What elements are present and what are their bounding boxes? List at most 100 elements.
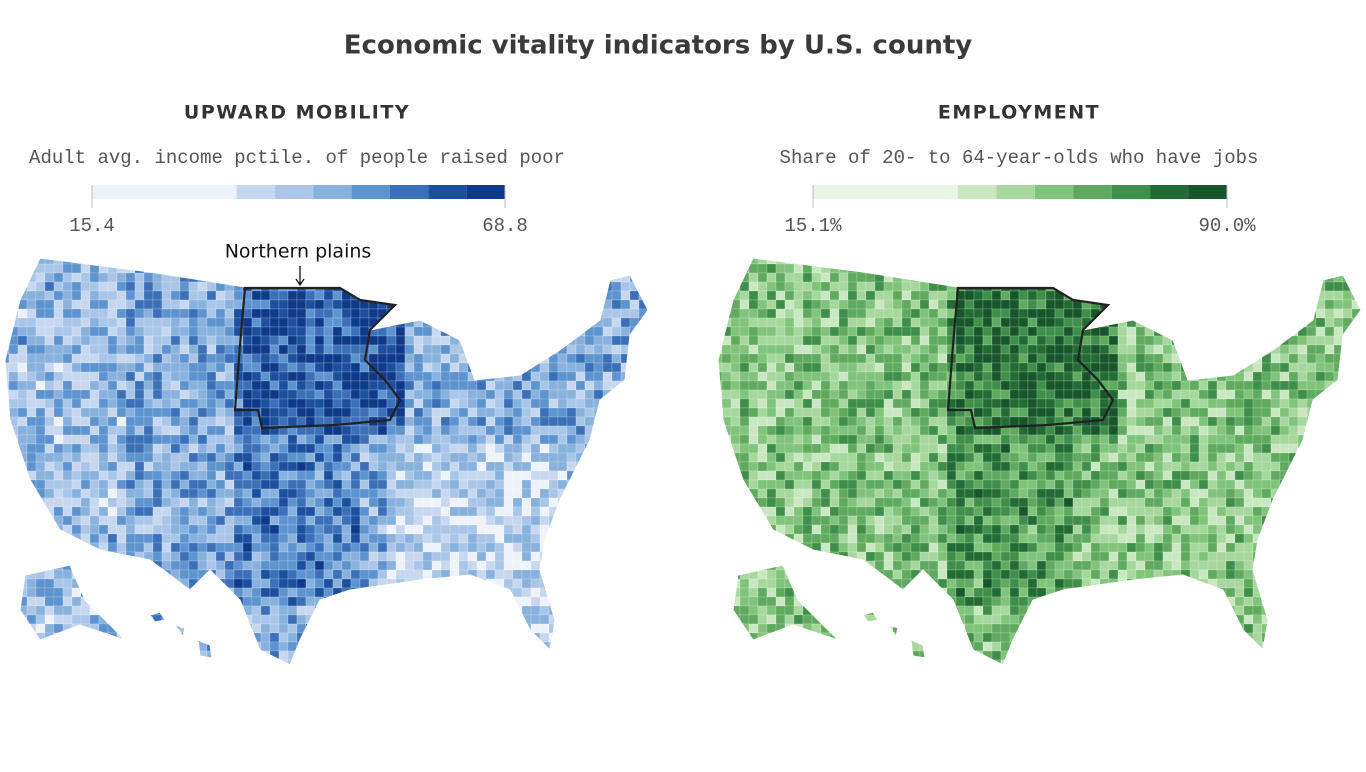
county [306,264,315,273]
county [803,426,812,435]
county [785,363,794,372]
county [1316,318,1325,327]
county [261,516,270,525]
county [63,498,72,507]
county [369,345,378,354]
county [992,282,1001,291]
county [776,372,785,381]
county [504,444,513,453]
county [1316,399,1325,408]
county [495,417,504,426]
county [414,363,423,372]
county [216,588,225,597]
county [405,300,414,309]
county [821,372,830,381]
county [884,399,893,408]
county [902,381,911,390]
county [243,642,252,651]
county [405,291,414,300]
county [477,318,486,327]
county [621,453,630,462]
county [848,291,857,300]
county [126,309,135,318]
county [477,462,486,471]
county [576,255,585,264]
county [549,489,558,498]
county [198,417,207,426]
county [911,318,920,327]
county [1064,255,1073,264]
county [1361,273,1366,282]
county [99,579,108,588]
county [713,318,722,327]
county [794,435,803,444]
county [603,588,612,597]
county [72,462,81,471]
county [531,327,540,336]
county [1001,300,1010,309]
county [162,318,171,327]
county [1361,390,1366,399]
county [99,399,108,408]
county [135,624,144,633]
county [848,354,857,363]
county [758,273,767,282]
county [812,390,821,399]
county [171,336,180,345]
county [369,570,378,579]
county [45,588,54,597]
county [234,633,243,642]
county [108,624,117,633]
county [54,660,63,669]
county [468,444,477,453]
county [450,516,459,525]
county [54,444,63,453]
county [1037,273,1046,282]
county [234,489,243,498]
county [549,282,558,291]
county [731,381,740,390]
county [893,291,902,300]
county [612,588,621,597]
county [0,426,9,435]
county [396,381,405,390]
county [180,282,189,291]
county [342,453,351,462]
county [648,390,657,399]
county [324,354,333,363]
county [279,534,288,543]
county [9,516,18,525]
county [81,381,90,390]
county [504,552,513,561]
county [405,327,414,336]
county [288,462,297,471]
county [198,498,207,507]
county [1361,318,1366,327]
county [126,597,135,606]
county [983,363,992,372]
county [812,291,821,300]
panel-title: UPWARD MOBILITY [184,102,410,124]
county [1046,291,1055,300]
county [839,444,848,453]
county [495,579,504,588]
county [378,345,387,354]
county [1280,309,1289,318]
county [297,273,306,282]
county [1154,381,1163,390]
county [1271,363,1280,372]
county [270,552,279,561]
county [36,471,45,480]
county [171,309,180,318]
county [558,642,567,651]
county [486,408,495,417]
county [1073,282,1082,291]
county [839,345,848,354]
county [1199,291,1208,300]
county [785,273,794,282]
county [1109,255,1118,264]
county [18,471,27,480]
county [180,615,189,624]
county [1163,300,1172,309]
county [243,651,252,660]
